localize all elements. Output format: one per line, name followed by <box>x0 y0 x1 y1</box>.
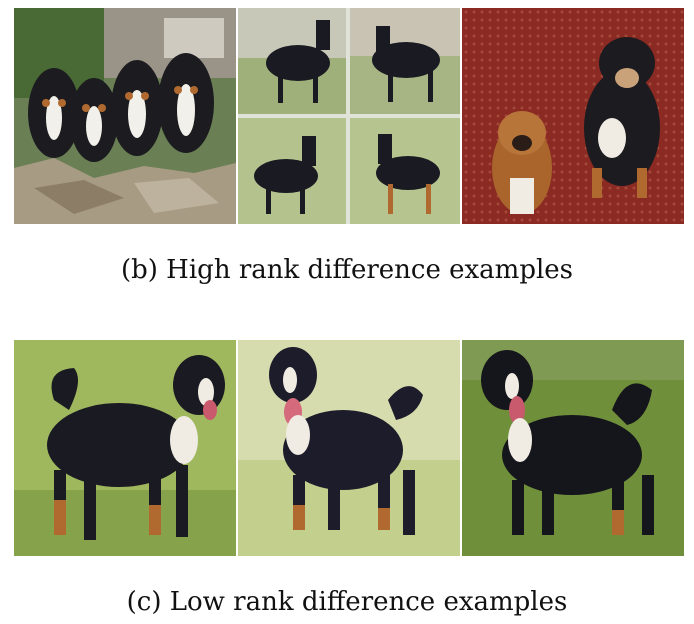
dog-on-grass-photo-3 <box>462 340 684 556</box>
dog-on-grass-photo-1 <box>14 340 236 556</box>
high-rank-examples-row <box>14 8 684 224</box>
dog-collage-photo <box>238 8 460 224</box>
caption-low-rank: (c) Low rank difference examples <box>126 587 568 617</box>
caption-high-rank: (b) High rank difference examples <box>120 255 574 285</box>
two-dogs-on-carpet-photo <box>462 8 684 224</box>
dog-on-grass-photo-2 <box>238 340 460 556</box>
four-puppies-photo <box>14 8 236 224</box>
low-rank-examples-row <box>14 340 684 556</box>
